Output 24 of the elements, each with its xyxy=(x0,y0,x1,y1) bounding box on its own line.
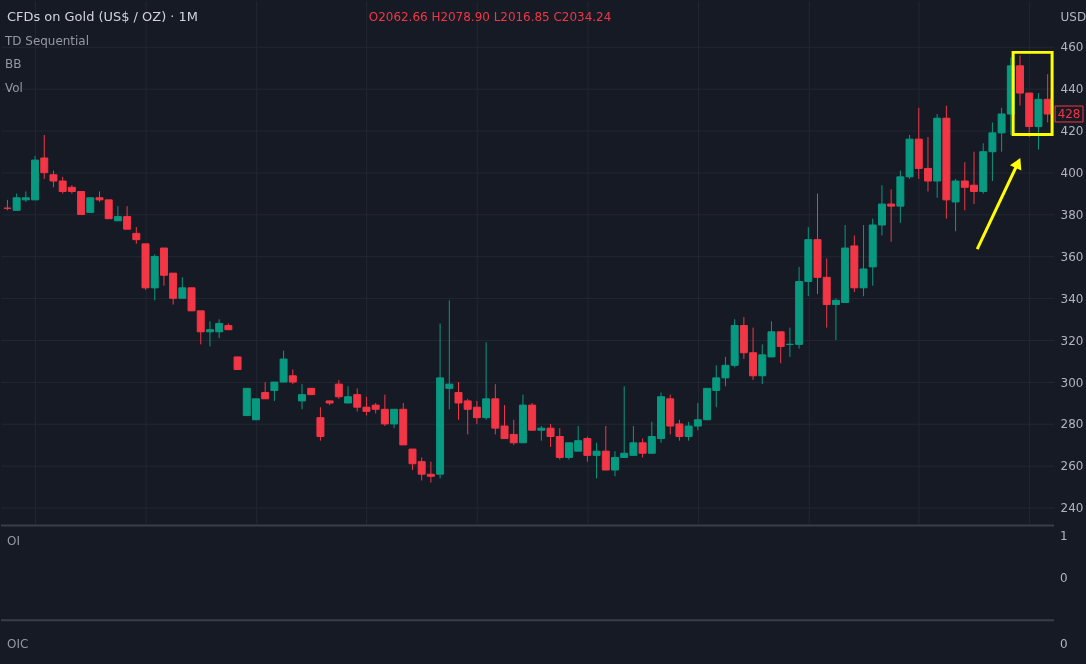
text: 0 xyxy=(1060,637,1068,652)
text: OIC xyxy=(6,637,29,652)
y-tick-label: 320 xyxy=(1060,333,1084,348)
y-tick-label: 400 xyxy=(1060,166,1084,181)
y-tick-label: 380 xyxy=(1060,208,1084,223)
y-tick-label: 340 xyxy=(1060,291,1084,306)
y-tick-label: 420 xyxy=(1060,124,1084,139)
annotation: 428 xyxy=(1057,106,1081,121)
y-tick-label: 300 xyxy=(1060,375,1084,390)
annotation: Vol xyxy=(4,80,23,95)
y-tick-label: 440 xyxy=(1060,82,1084,97)
text: CFDs on Gold (US$ / OZ) · 1M xyxy=(6,8,198,24)
text: 1 xyxy=(1060,529,1068,544)
annotation: TD Sequential xyxy=(3,33,89,48)
text: 0 xyxy=(1060,571,1068,586)
annotation: BB xyxy=(4,57,22,72)
y-tick-label: 360 xyxy=(1060,249,1084,264)
y-tick-label: 460 xyxy=(1060,40,1084,55)
y-axis-title: USD xyxy=(1060,10,1086,25)
y-tick-label: 240 xyxy=(1060,501,1084,516)
text: O2062.66 H2078.90 L2016.85 C2034.24 xyxy=(368,9,612,24)
y-tick-label: 260 xyxy=(1060,459,1084,474)
y-tick-label: 280 xyxy=(1060,417,1084,432)
text: OI xyxy=(6,534,20,549)
